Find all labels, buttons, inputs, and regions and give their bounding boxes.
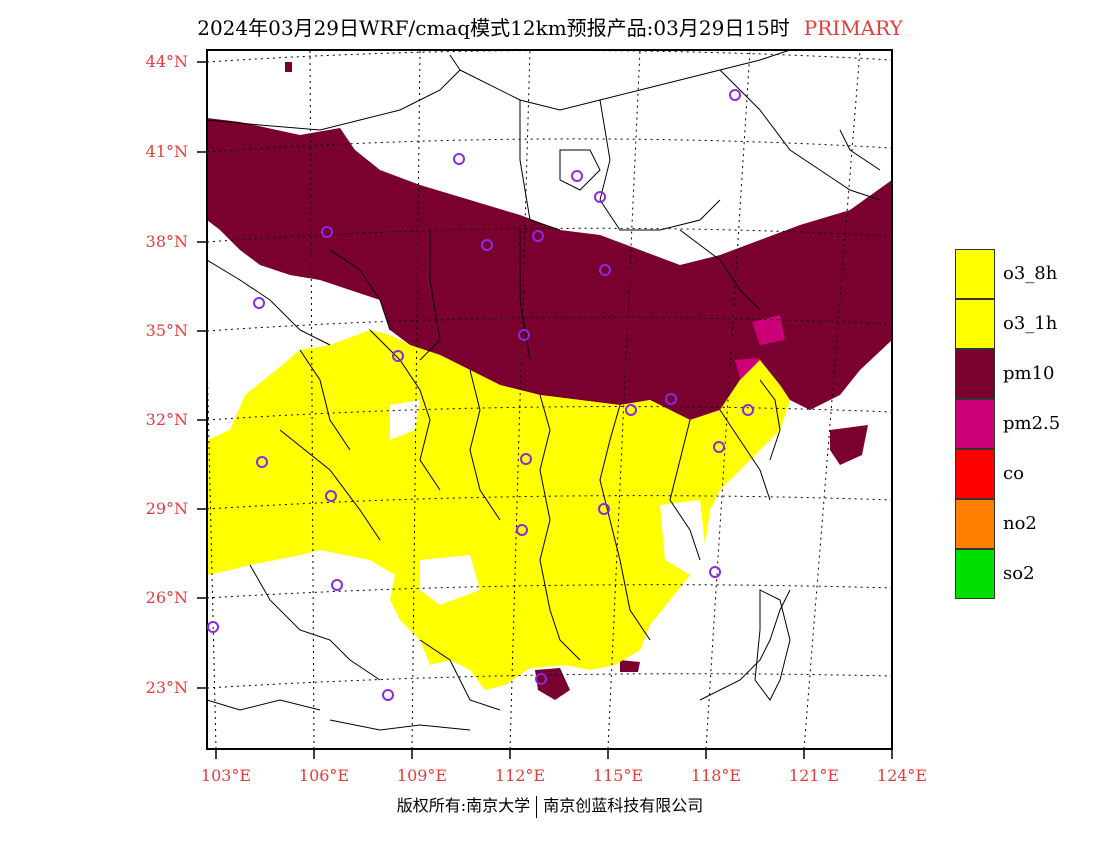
station-marker (382, 689, 394, 701)
title-text: 2024年03月29日WRF/cmaq模式12km预报产品:03月29日15时 (197, 16, 790, 40)
copyright-footer: 版权所有:南京大学 南京创蓝科技有限公司 (0, 792, 1100, 818)
station-markers (207, 89, 754, 701)
graticule (207, 50, 892, 749)
station-marker (518, 329, 530, 341)
station-marker (321, 226, 333, 238)
axis-ticks (197, 61, 893, 759)
legend-swatch (955, 549, 995, 599)
pm10-patch-2 (530, 230, 590, 262)
lon-label: 106°E (298, 766, 350, 785)
legend-swatch (955, 349, 995, 399)
station-marker (331, 579, 343, 591)
clean-area-2 (660, 500, 705, 575)
station-marker (392, 350, 404, 362)
map-frame (206, 49, 893, 750)
station-marker (625, 404, 637, 416)
lat-label: 32°N (145, 410, 188, 429)
station-marker (713, 441, 725, 453)
lon-label: 121°E (788, 766, 840, 785)
station-marker (599, 264, 611, 276)
lon-label: 124°E (876, 766, 928, 785)
pm10-patch-5 (620, 660, 640, 672)
legend-label: co (1003, 463, 1024, 484)
station-marker (516, 524, 528, 536)
o3-region (207, 330, 790, 690)
legend-swatch (955, 399, 995, 449)
station-marker (594, 191, 606, 203)
lon-label: 109°E (396, 766, 448, 785)
lon-label: 112°E (494, 766, 546, 785)
copyright-separator (536, 795, 538, 818)
map-title: 2024年03月29日WRF/cmaq模式12km预报产品:03月29日15时 P… (0, 12, 1100, 41)
station-marker (729, 89, 741, 101)
station-marker (325, 490, 337, 502)
lat-label: 44°N (145, 52, 188, 71)
legend-label: pm2.5 (1003, 413, 1061, 434)
station-marker (256, 456, 268, 468)
legend-label: so2 (1003, 563, 1035, 584)
station-marker (598, 503, 610, 515)
lat-label: 29°N (145, 499, 188, 518)
station-marker (535, 673, 547, 685)
legend-swatch (955, 499, 995, 549)
lat-label: 38°N (145, 232, 188, 251)
pm10-patch-4 (535, 668, 570, 700)
station-marker (253, 297, 265, 309)
legend-label: o3_1h (1003, 313, 1058, 334)
station-marker (665, 393, 677, 405)
station-marker (453, 153, 465, 165)
legend-swatch (955, 299, 995, 349)
clean-area-4 (250, 555, 350, 600)
copyright-company: 南京创蓝科技有限公司 (543, 796, 704, 815)
legend-label: pm10 (1003, 363, 1055, 384)
station-marker (207, 621, 219, 633)
legend-swatch (955, 249, 995, 299)
station-marker (532, 230, 544, 242)
legend-swatch (955, 449, 995, 499)
clean-area-3 (420, 555, 480, 605)
station-marker (520, 453, 532, 465)
lat-label: 26°N (145, 588, 188, 607)
lat-label: 41°N (145, 142, 188, 161)
station-marker (742, 404, 754, 416)
primary-tag: PRIMARY (803, 16, 903, 40)
legend-label: no2 (1003, 513, 1037, 534)
station-marker (709, 566, 721, 578)
station-marker (481, 239, 493, 251)
lon-label: 115°E (592, 766, 644, 785)
pm10-patch-3 (830, 425, 868, 465)
pm25-patch-1 (752, 315, 785, 345)
legend-label: o3_8h (1003, 263, 1058, 284)
pm10-patch-1 (285, 62, 292, 72)
lon-label: 118°E (690, 766, 742, 785)
copyright-owner: 版权所有:南京大学 (396, 796, 531, 815)
lon-label: 103°E (200, 766, 252, 785)
station-marker (571, 170, 583, 182)
pm10-region-north (207, 118, 892, 420)
lat-label: 35°N (145, 321, 188, 340)
lat-label: 23°N (145, 678, 188, 697)
